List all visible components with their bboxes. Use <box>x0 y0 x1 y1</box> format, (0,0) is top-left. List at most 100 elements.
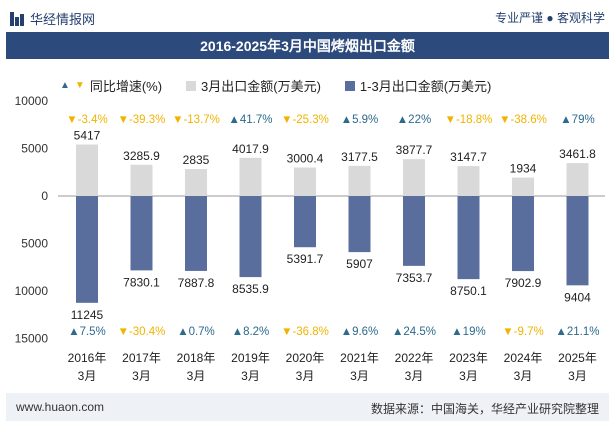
x-tick-label-year: 2023年 <box>449 351 488 365</box>
x-tick-label-year: 2016年 <box>68 351 107 365</box>
footer: www.huaon.com 数据来源：中国海关，华经产业研究院整理 <box>6 393 609 421</box>
x-tick-label-year: 2017年 <box>122 351 161 365</box>
data-label-monthly: 3000.4 <box>287 151 324 165</box>
growth-label-monthly: ▼-13.7% <box>172 114 220 126</box>
x-tick-label-month: 3月 <box>296 369 315 383</box>
growth-label-cumulative: ▲7.5% <box>68 326 106 338</box>
data-label-monthly: 4017.9 <box>232 142 269 156</box>
bar-monthly <box>76 144 98 196</box>
data-label-monthly: 3877.7 <box>396 143 433 157</box>
growth-label-monthly: ▲41.7% <box>229 114 273 126</box>
growth-label-cumulative: ▲19% <box>451 326 485 338</box>
x-tick-label-month: 3月 <box>241 369 260 383</box>
data-label-monthly: 3177.5 <box>341 150 378 164</box>
data-label-monthly: 2835 <box>183 153 210 167</box>
bar-cumulative <box>185 196 207 271</box>
growth-label-cumulative: ▲24.5% <box>392 326 436 338</box>
data-label-monthly: 3285.9 <box>123 149 160 163</box>
growth-label-monthly: ▲79% <box>560 114 594 126</box>
chart-title: 2016-2025年3月中国烤烟出口金额 <box>6 32 609 59</box>
bar-cumulative <box>239 196 262 278</box>
x-tick-label-year: 2021年 <box>340 351 379 365</box>
bar-monthly <box>512 177 534 196</box>
x-tick-label-year: 2019年 <box>231 351 270 365</box>
data-label-cumulative: 5391.7 <box>287 252 324 266</box>
triangle-up-icon: ▲ <box>60 80 70 91</box>
data-label-cumulative: 7353.7 <box>396 271 433 285</box>
x-tick-label-month: 3月 <box>568 369 587 383</box>
legend-growth: ▲ ▼ 同比增速(%) <box>60 76 162 95</box>
data-label-monthly: 3461.8 <box>559 147 596 161</box>
bar-cumulative <box>403 196 425 266</box>
y-tick-label: 15000 <box>15 332 49 346</box>
x-tick-label-year: 2022年 <box>395 351 434 365</box>
legend-cumulative: 1-3月出口金额(万美元) <box>344 76 492 95</box>
data-label-cumulative: 9404 <box>564 290 591 304</box>
bar-monthly <box>185 169 207 196</box>
x-tick-label-month: 3月 <box>187 369 206 383</box>
y-tick-label: 5000 <box>21 142 48 156</box>
x-tick-label-month: 3月 <box>78 369 97 383</box>
bar-monthly <box>403 159 425 196</box>
footer-website: www.huaon.com <box>16 400 105 414</box>
x-tick-label-year: 2025年 <box>558 351 597 365</box>
growth-label-monthly: ▼-25.3% <box>281 114 329 126</box>
y-tick-label: 10000 <box>15 94 49 108</box>
bar-cumulative <box>76 196 98 303</box>
growth-label-monthly: ▲5.9% <box>341 114 379 126</box>
data-label-monthly: 1934 <box>510 162 537 176</box>
growth-label-cumulative: ▲21.1% <box>556 326 600 338</box>
x-tick-label-month: 3月 <box>350 369 369 383</box>
bar-monthly <box>566 163 589 196</box>
growth-label-cumulative: ▼-30.4% <box>118 326 166 338</box>
data-label-cumulative: 7887.8 <box>178 276 215 290</box>
brand-logo-icon <box>10 11 24 26</box>
bar-cumulative <box>130 196 153 271</box>
growth-label-cumulative: ▲9.6% <box>341 326 379 338</box>
bar-monthly <box>348 165 371 196</box>
y-tick-label: 5000 <box>21 237 48 251</box>
x-tick-label-month: 3月 <box>459 369 478 383</box>
footer-source: 数据来源：中国海关，华经产业研究院整理 <box>370 402 599 416</box>
bar-cumulative <box>294 196 316 248</box>
triangle-down-icon: ▼ <box>74 80 85 91</box>
growth-label-cumulative: ▲8.2% <box>232 326 270 338</box>
x-tick-label-month: 3月 <box>132 369 151 383</box>
growth-label-monthly: ▼-39.3% <box>118 114 166 126</box>
bar-monthly <box>457 166 480 196</box>
growth-label-monthly: ▲22% <box>397 114 431 126</box>
data-label-cumulative: 8535.9 <box>232 282 269 296</box>
bar-cumulative <box>566 196 589 286</box>
bar-monthly <box>239 157 262 196</box>
data-label-monthly: 5417 <box>74 129 101 143</box>
bar-cumulative <box>348 196 371 253</box>
data-label-monthly: 3147.7 <box>450 150 487 164</box>
growth-label-monthly: ▼-18.8% <box>445 114 493 126</box>
legend-monthly-label: 3月出口金额(万美元) <box>201 79 321 94</box>
legend-growth-label: 同比增速(%) <box>89 79 163 94</box>
legend-cumulative-label: 1-3月出口金额(万美元) <box>359 79 492 94</box>
data-label-cumulative: 5907 <box>346 257 373 271</box>
x-tick-label-year: 2024年 <box>504 351 543 365</box>
data-label-cumulative: 8750.1 <box>450 284 487 298</box>
data-label-cumulative: 11245 <box>71 308 104 322</box>
data-label-cumulative: 7830.1 <box>123 275 160 289</box>
legend-cumulative-swatch <box>344 80 355 91</box>
growth-label-monthly: ▼-3.4% <box>66 114 107 126</box>
x-tick-label-month: 3月 <box>514 369 533 383</box>
bar-cumulative <box>457 196 480 280</box>
brand-name: 华经情报网 <box>30 12 96 27</box>
data-label-cumulative: 7902.9 <box>505 276 542 290</box>
growth-label-monthly: ▼-38.6% <box>499 114 547 126</box>
growth-label-cumulative: ▲0.7% <box>177 326 215 338</box>
bar-cumulative <box>512 196 534 272</box>
legend-monthly: 3月出口金额(万美元) <box>186 76 321 95</box>
bar-monthly <box>130 164 153 196</box>
growth-label-cumulative: ▼-36.8% <box>281 326 329 338</box>
legend-monthly-swatch <box>186 80 197 91</box>
bar-monthly <box>294 167 316 196</box>
brand: 华经情报网 <box>10 9 95 28</box>
slogan: 专业严谨 ● 客观科学 <box>495 11 605 25</box>
y-tick-label: 10000 <box>15 284 49 298</box>
header-bar: 华经情报网 专业严谨 ● 客观科学 <box>0 0 615 32</box>
